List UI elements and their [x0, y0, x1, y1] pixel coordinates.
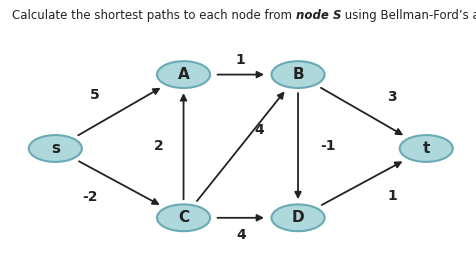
Circle shape — [157, 204, 209, 231]
Text: Calculate the shortest paths to each node from: Calculate the shortest paths to each nod… — [12, 9, 295, 22]
Circle shape — [271, 61, 324, 88]
Text: B: B — [292, 67, 303, 82]
Circle shape — [157, 61, 209, 88]
Text: t: t — [422, 141, 429, 156]
Text: 1: 1 — [236, 53, 245, 67]
Text: 3: 3 — [387, 90, 396, 103]
Text: 1: 1 — [386, 189, 396, 203]
Text: node S: node S — [295, 9, 340, 22]
Text: 5: 5 — [89, 88, 99, 102]
Text: -1: -1 — [319, 139, 335, 153]
Text: 4: 4 — [254, 123, 263, 137]
Text: s: s — [51, 141, 60, 156]
Text: using Bellman-Ford’s algorithm.: using Bellman-Ford’s algorithm. — [340, 9, 476, 22]
Circle shape — [29, 135, 82, 162]
Text: 2: 2 — [153, 139, 163, 153]
Circle shape — [399, 135, 452, 162]
Text: -2: -2 — [82, 190, 97, 204]
Circle shape — [271, 204, 324, 231]
Text: D: D — [291, 210, 304, 225]
Text: A: A — [177, 67, 189, 82]
Text: C: C — [178, 210, 188, 225]
Text: 4: 4 — [236, 228, 245, 242]
